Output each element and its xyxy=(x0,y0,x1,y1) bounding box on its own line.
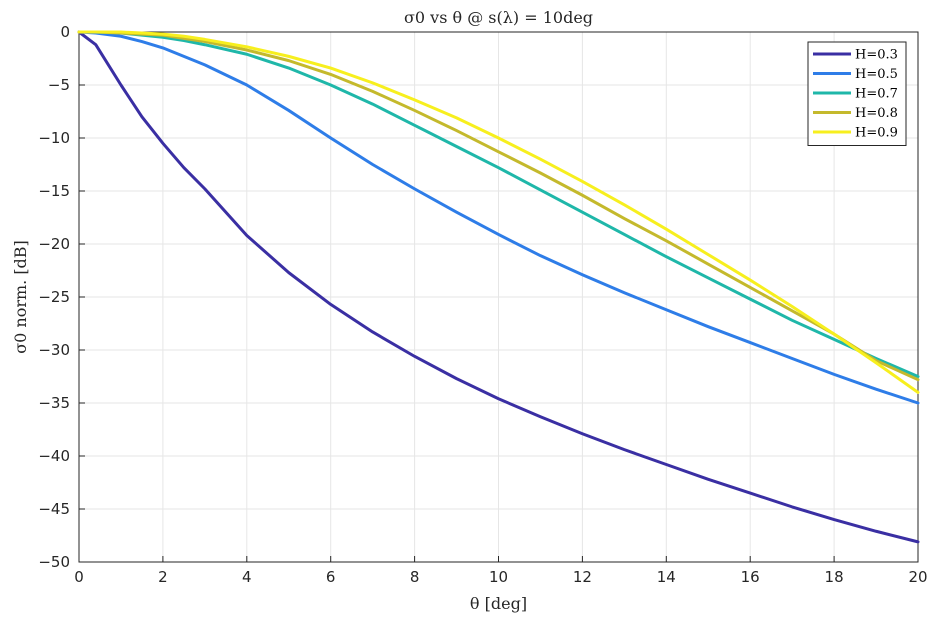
legend-label: H=0.9 xyxy=(855,126,898,141)
x-tick-label: 14 xyxy=(657,568,676,586)
series-lines xyxy=(77,30,920,544)
x-tick-label: 2 xyxy=(158,568,168,586)
x-tick-label: 6 xyxy=(326,568,336,586)
y-axis: 0 −5 −10 −15 −20 −25 −30 −35 −40 −45 −50 xyxy=(38,23,85,571)
x-tick-label: 16 xyxy=(741,568,760,586)
x-tick-label: 10 xyxy=(489,568,508,586)
legend: H=0.3 H=0.5 H=0.7 H=0.8 H=0.9 xyxy=(807,41,907,146)
series-line-h-0-7 xyxy=(77,30,920,378)
x-tick-label: 0 xyxy=(74,568,84,586)
legend-label: H=0.5 xyxy=(855,67,898,82)
y-tick-label: −15 xyxy=(38,182,70,200)
series-line-h-0-3 xyxy=(77,30,920,544)
chart-title: σ0 vs θ @ s(λ) = 10deg xyxy=(404,8,593,27)
x-tick-label: 12 xyxy=(573,568,592,586)
series-line-h-0-9 xyxy=(77,30,920,394)
y-tick-label: −5 xyxy=(48,76,70,94)
y-tick-label: −25 xyxy=(38,288,70,306)
y-tick-label: −30 xyxy=(38,341,70,359)
series-line-h-0-5 xyxy=(77,30,920,405)
x-tick-label: 8 xyxy=(410,568,420,586)
x-axis: 0 2 4 6 8 10 12 14 16 18 20 xyxy=(74,556,928,586)
x-tick-label: 18 xyxy=(825,568,844,586)
y-tick-label: −45 xyxy=(38,500,70,518)
y-tick-label: −20 xyxy=(38,235,70,253)
x-tick-label: 20 xyxy=(908,568,927,586)
y-tick-label: −50 xyxy=(38,553,70,571)
y-tick-label: −35 xyxy=(38,394,70,412)
legend-label: H=0.7 xyxy=(855,87,898,102)
grid xyxy=(78,31,919,563)
y-tick-label: 0 xyxy=(60,23,70,41)
x-axis-label: θ [deg] xyxy=(470,594,527,613)
y-axis-label: σ0 norm. [dB] xyxy=(11,240,30,354)
x-tick-label: 4 xyxy=(242,568,252,586)
y-tick-label: −40 xyxy=(38,447,70,465)
legend-label: H=0.8 xyxy=(855,106,898,121)
y-tick-label: −10 xyxy=(38,129,70,147)
legend-label: H=0.3 xyxy=(855,48,898,63)
